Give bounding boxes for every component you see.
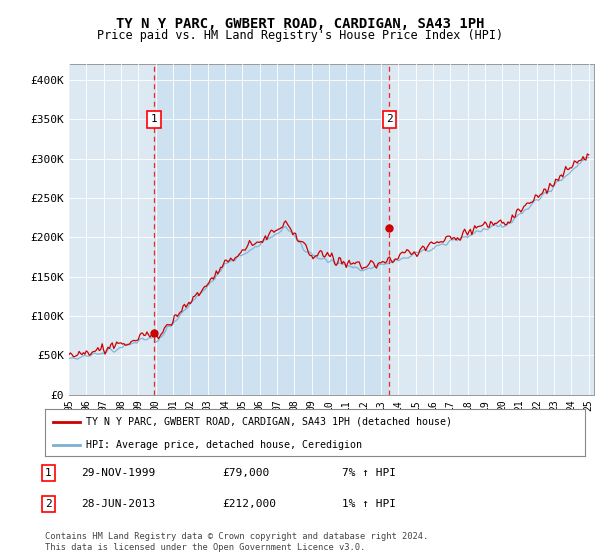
Text: TY N Y PARC, GWBERT ROAD, CARDIGAN, SA43 1PH: TY N Y PARC, GWBERT ROAD, CARDIGAN, SA43…: [116, 17, 484, 31]
Bar: [154, 64, 389, 395]
Text: £212,000: £212,000: [222, 499, 276, 509]
Text: HPI: Average price, detached house, Ceredigion: HPI: Average price, detached house, Cere…: [86, 440, 361, 450]
Text: Contains HM Land Registry data © Crown copyright and database right 2024.
This d: Contains HM Land Registry data © Crown c…: [45, 532, 428, 552]
Text: Price paid vs. HM Land Registry's House Price Index (HPI): Price paid vs. HM Land Registry's House …: [97, 29, 503, 42]
Text: 1% ↑ HPI: 1% ↑ HPI: [342, 499, 396, 509]
Text: 7% ↑ HPI: 7% ↑ HPI: [342, 468, 396, 478]
Text: 1: 1: [151, 114, 157, 124]
Text: 29-NOV-1999: 29-NOV-1999: [81, 468, 155, 478]
Text: £79,000: £79,000: [222, 468, 269, 478]
Text: 2: 2: [386, 114, 393, 124]
Text: 28-JUN-2013: 28-JUN-2013: [81, 499, 155, 509]
Text: TY N Y PARC, GWBERT ROAD, CARDIGAN, SA43 1PH (detached house): TY N Y PARC, GWBERT ROAD, CARDIGAN, SA43…: [86, 417, 452, 427]
Text: 1: 1: [45, 468, 52, 478]
Text: 2: 2: [45, 499, 52, 509]
